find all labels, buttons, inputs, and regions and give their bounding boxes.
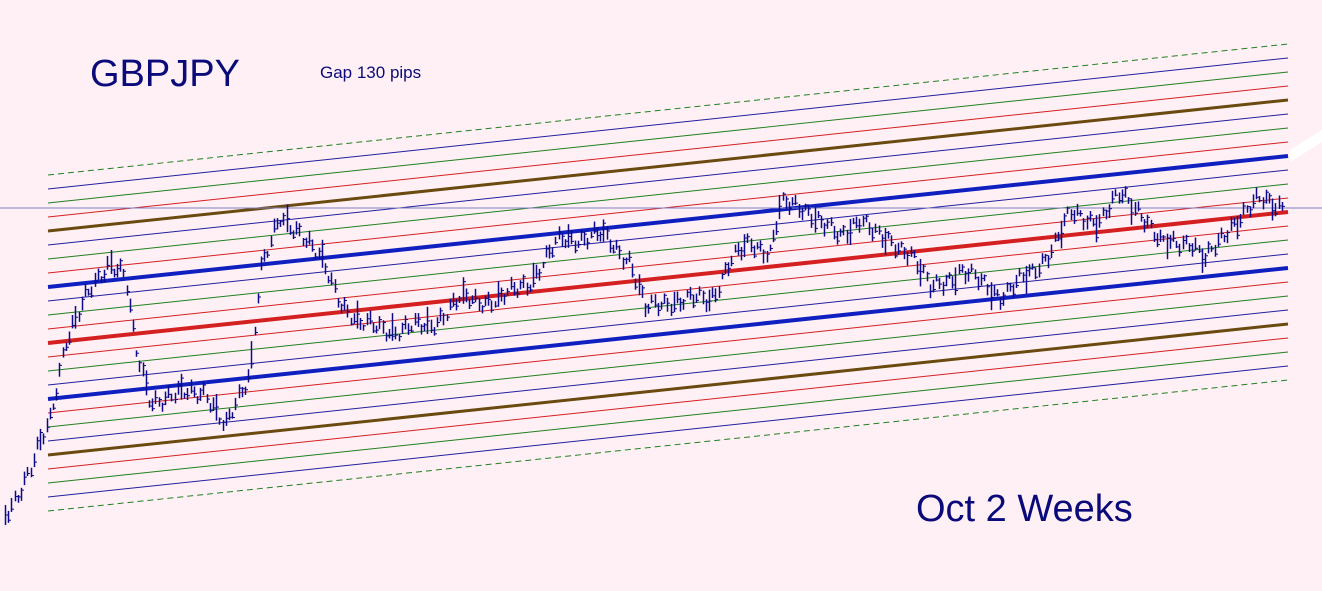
channel-line [47, 57, 1289, 190]
channel-line [47, 337, 1289, 470]
channel-line [47, 113, 1289, 246]
channel-line [47, 225, 1289, 358]
channel-line [47, 210, 1289, 345]
channel-line [47, 154, 1289, 289]
channel-line [47, 197, 1289, 330]
channel-line [47, 127, 1289, 260]
channel-line [47, 43, 1289, 176]
glare [1290, 130, 1322, 162]
channel-line [47, 169, 1289, 302]
channel-line [47, 183, 1289, 316]
channel-line [47, 351, 1289, 484]
channel-line [47, 281, 1289, 414]
note: Gap 130 pips [320, 63, 421, 82]
channel-lines [47, 43, 1322, 512]
channel-line [47, 266, 1289, 401]
price-bars [4, 186, 1285, 525]
channel-line [47, 379, 1289, 512]
channel-line [47, 253, 1289, 386]
channel-line [47, 322, 1289, 457]
channel-line [47, 295, 1289, 428]
channel-line [47, 309, 1289, 442]
channel-line [47, 85, 1289, 218]
channel-line [47, 98, 1289, 233]
channel-line [47, 71, 1289, 204]
caption: Oct 2 Weeks [916, 488, 1133, 530]
channel-line [47, 365, 1289, 498]
symbol: GBPJPY [90, 53, 240, 95]
